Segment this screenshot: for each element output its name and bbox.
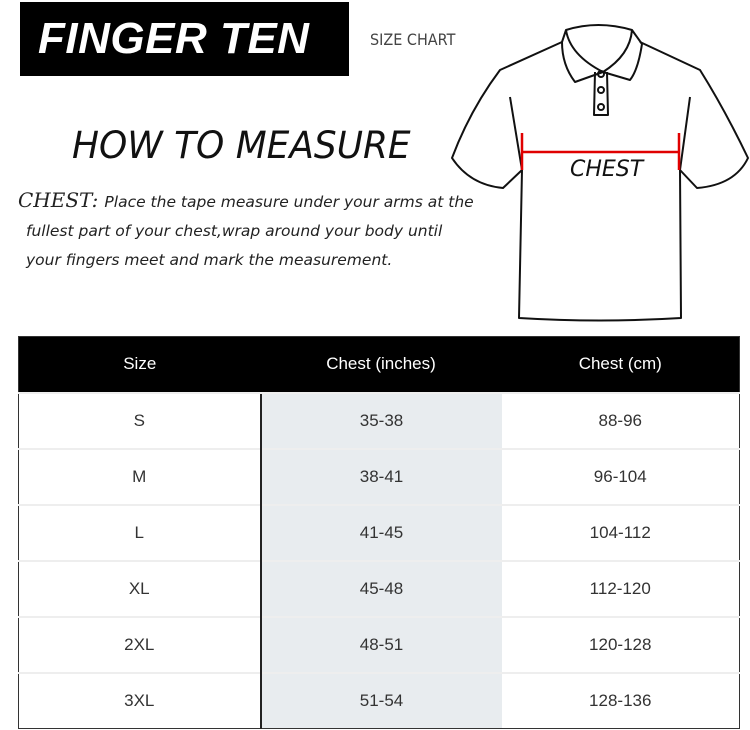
chest-label: CHEST <box>570 157 645 182</box>
size-cell: XL <box>18 559 261 617</box>
chest-inches-cell: 41-45 <box>259 503 502 561</box>
instruction-label: CHEST: <box>18 188 99 212</box>
table-row: M 38-41 96-104 <box>18 447 740 505</box>
size-cell: M <box>18 447 261 505</box>
instruction-line-2: fullest part of your chest,wrap around y… <box>26 222 443 240</box>
button-icon <box>597 86 605 94</box>
chest-cm-cell: 88-96 <box>501 391 740 449</box>
size-cell: S <box>18 391 261 449</box>
size-table: Size Chest (inches) Chest (cm) S 35-38 88-… <box>18 336 740 729</box>
collar <box>561 24 643 83</box>
subtitle: SIZE CHART <box>370 30 456 49</box>
size-cell: L <box>18 503 261 561</box>
size-cell: 3XL <box>18 671 261 729</box>
instructions: CHEST: Place the tape measure under your … <box>18 186 498 275</box>
brand-logo: FINGER TEN <box>20 2 349 76</box>
size-cell: 2XL <box>18 615 261 673</box>
chest-cm-cell: 96-104 <box>501 447 740 505</box>
shirt-diagram: CHEST <box>451 24 749 322</box>
page-title: HOW TO MEASURE <box>72 124 411 167</box>
chest-inches-cell: 51-54 <box>259 671 502 729</box>
header-chest-inches: Chest (inches) <box>260 336 502 393</box>
table-row: 3XL 51-54 128-136 <box>18 671 740 729</box>
shirt-side-lines <box>509 96 691 171</box>
shirt-outline <box>451 41 749 322</box>
table-row: 2XL 48-51 120-128 <box>18 615 740 673</box>
chest-cm-cell: 104-112 <box>501 503 740 561</box>
header-chest-cm: Chest (cm) <box>501 336 740 393</box>
table-row: S 35-38 88-96 <box>18 391 740 449</box>
table-row: XL 45-48 112-120 <box>18 559 740 617</box>
table-row: L 41-45 104-112 <box>18 503 740 561</box>
chest-inches-cell: 38-41 <box>259 447 502 505</box>
chest-cm-cell: 112-120 <box>501 559 740 617</box>
chest-cm-cell: 128-136 <box>501 671 740 729</box>
table-header: Size Chest (inches) Chest (cm) <box>18 336 740 393</box>
chest-measure-line <box>520 133 681 170</box>
header-size: Size <box>18 336 261 393</box>
chest-inches-cell: 35-38 <box>259 391 502 449</box>
placket <box>593 71 609 116</box>
button-icon <box>597 70 605 78</box>
instruction-line-1: Place the tape measure under your arms a… <box>104 193 474 211</box>
instruction-line-3: your fingers meet and mark the measureme… <box>26 251 393 269</box>
chest-inches-cell: 48-51 <box>259 615 502 673</box>
button-icon <box>597 103 605 111</box>
chest-inches-cell: 45-48 <box>259 559 502 617</box>
chest-cm-cell: 120-128 <box>501 615 740 673</box>
